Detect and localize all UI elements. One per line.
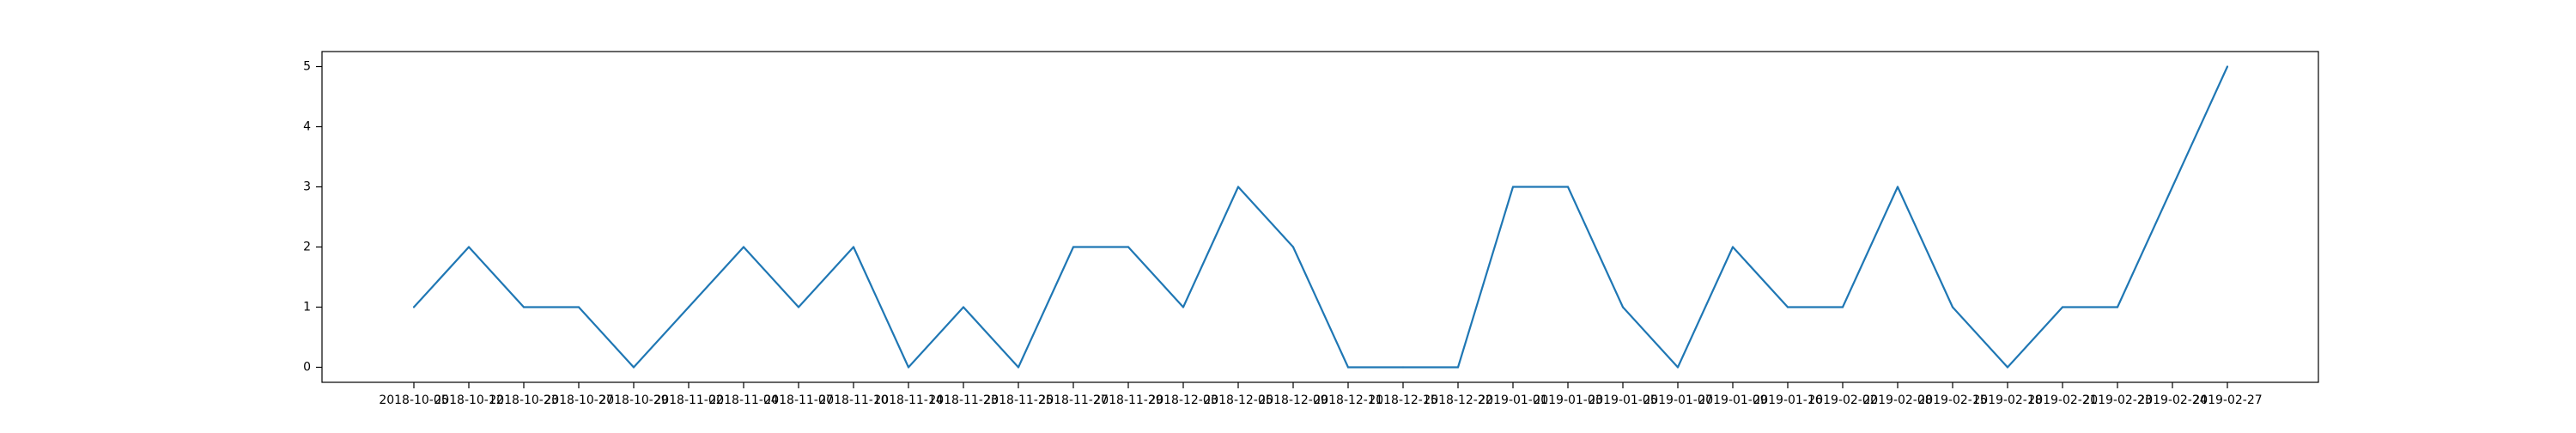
data-point	[1566, 186, 1570, 188]
data-point	[2171, 186, 2174, 188]
x-tick-label: 2018-10-23	[489, 393, 558, 407]
x-tick-label: 2019-02-02	[1807, 393, 1877, 407]
data-point	[1401, 366, 1405, 369]
x-tick-label: 2018-10-05	[379, 393, 448, 407]
data-point	[797, 306, 800, 308]
data-point	[852, 246, 855, 248]
data-point	[577, 306, 580, 308]
data-point	[1621, 306, 1625, 308]
y-tick-label: 0	[303, 361, 311, 375]
series-layer	[412, 65, 2229, 369]
x-tick-label: 2018-12-05	[1203, 393, 1273, 407]
data-point	[2061, 306, 2064, 308]
data-point	[1182, 306, 1185, 308]
x-tick-label: 2018-11-07	[763, 393, 833, 407]
x-tick-label: 2018-10-12	[434, 393, 503, 407]
y-tick-label: 3	[303, 180, 311, 194]
x-tick-label: 2018-12-15	[1368, 393, 1437, 407]
y-tick-label: 4	[303, 120, 311, 134]
x-tick-label: 2019-02-15	[1917, 393, 1987, 407]
x-tick-label: 2019-01-09	[1698, 393, 1767, 407]
data-point	[1236, 186, 1240, 188]
data-point	[1951, 306, 1954, 308]
data-point	[412, 306, 416, 308]
x-tick-label: 2018-11-14	[873, 393, 943, 407]
x-tick-label: 2018-10-27	[544, 393, 613, 407]
data-point	[1346, 366, 1350, 369]
x-tick-label: 2019-02-27	[2192, 393, 2262, 407]
x-tick-label: 2019-01-01	[1478, 393, 1547, 407]
x-tick-label: 2019-01-05	[1588, 393, 1657, 407]
data-point	[522, 306, 526, 308]
data-point	[2226, 65, 2229, 68]
x-tick-label: 2018-12-11	[1313, 393, 1382, 407]
data-point	[1291, 246, 1295, 248]
x-tick-label: 2018-11-27	[1038, 393, 1108, 407]
data-point	[1731, 246, 1735, 248]
y-tick-label: 1	[303, 301, 311, 314]
x-axis: 2018-10-052018-10-122018-10-232018-10-27…	[379, 382, 2263, 407]
data-point	[1676, 366, 1680, 369]
x-tick-label: 2019-01-07	[1643, 393, 1712, 407]
data-point	[1896, 186, 1899, 188]
data-point	[2006, 366, 2009, 369]
y-axis: 0 1 2 3 4 5	[303, 60, 322, 375]
data-point	[467, 246, 471, 248]
data-point	[1017, 366, 1020, 369]
plot-area	[321, 51, 2319, 383]
data-point	[962, 306, 965, 308]
data-point	[907, 366, 910, 369]
data-point	[1456, 366, 1460, 369]
x-tick-label: 2018-12-22	[1423, 393, 1492, 407]
x-tick-label: 2018-11-23	[928, 393, 998, 407]
data-point	[2116, 306, 2119, 308]
x-tick-label: 2018-10-29	[598, 393, 668, 407]
data-point	[1072, 246, 1075, 248]
x-tick-label: 2019-02-23	[2082, 393, 2152, 407]
data-point	[687, 306, 690, 308]
y-tick-label: 5	[303, 60, 311, 74]
data-point	[1841, 306, 1844, 308]
x-tick-label: 2018-12-03	[1148, 393, 1218, 407]
x-tick-label: 2018-11-29	[1093, 393, 1163, 407]
x-tick-label: 2019-01-16	[1753, 393, 1822, 407]
x-tick-label: 2019-02-21	[2027, 393, 2097, 407]
data-point	[1511, 186, 1515, 188]
data-point	[632, 366, 635, 369]
data-point	[742, 246, 745, 248]
x-tick-label: 2018-11-04	[708, 393, 778, 407]
x-tick-label: 2019-02-08	[1862, 393, 1932, 407]
x-tick-label: 2018-11-25	[983, 393, 1053, 407]
x-tick-label: 2018-11-10	[818, 393, 888, 407]
data-point	[1127, 246, 1130, 248]
y-tick-label: 2	[303, 241, 311, 254]
x-tick-label: 2019-01-03	[1533, 393, 1602, 407]
data-point	[1786, 306, 1789, 308]
x-tick-label: 2018-12-09	[1258, 393, 1327, 407]
x-tick-label: 2019-02-24	[2137, 393, 2207, 407]
x-tick-label: 2019-02-18	[1972, 393, 2042, 407]
series-line	[413, 66, 2229, 369]
x-tick-label: 2018-11-02	[653, 393, 723, 407]
